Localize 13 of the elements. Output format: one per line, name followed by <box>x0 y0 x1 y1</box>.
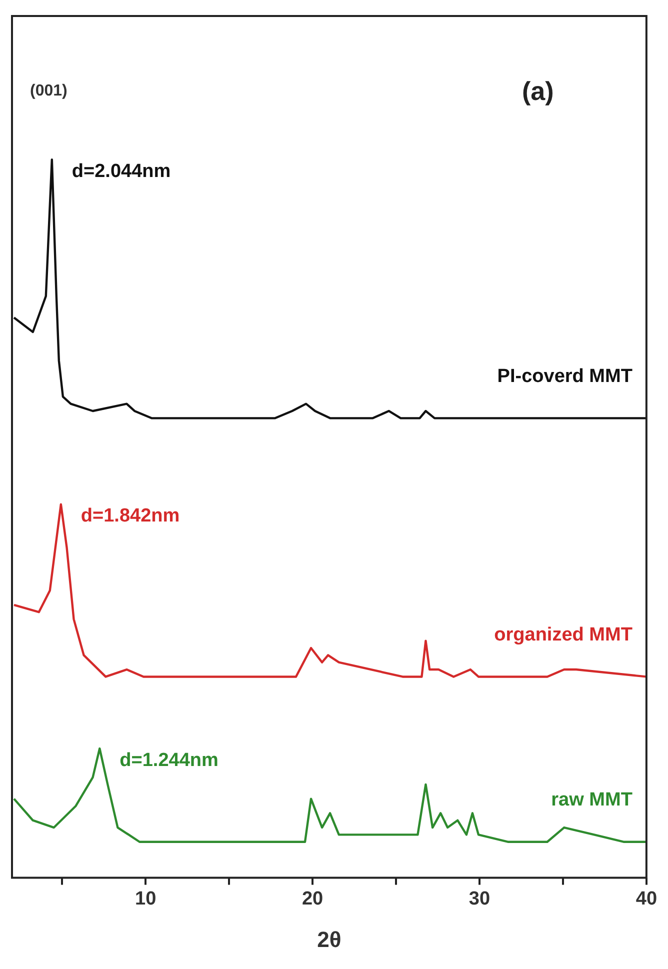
annotation: d=1.842nm <box>80 506 180 527</box>
annotation: d=1.244nm <box>120 750 218 771</box>
x-tick-label: 20 <box>302 888 324 910</box>
annotation: d=2.044nm <box>72 160 171 182</box>
x-tick-label: 40 <box>636 888 658 910</box>
series-label: PI-coverd MMT <box>497 366 633 387</box>
series-label: raw MMT <box>551 790 633 811</box>
text: (a) <box>522 76 554 106</box>
x-axis-title: 2θ <box>317 926 342 952</box>
x-tick-label: 10 <box>134 888 156 910</box>
series-label: organized MMT <box>494 624 633 646</box>
text: (001) <box>30 82 68 100</box>
x-tick-label: 30 <box>468 888 490 910</box>
